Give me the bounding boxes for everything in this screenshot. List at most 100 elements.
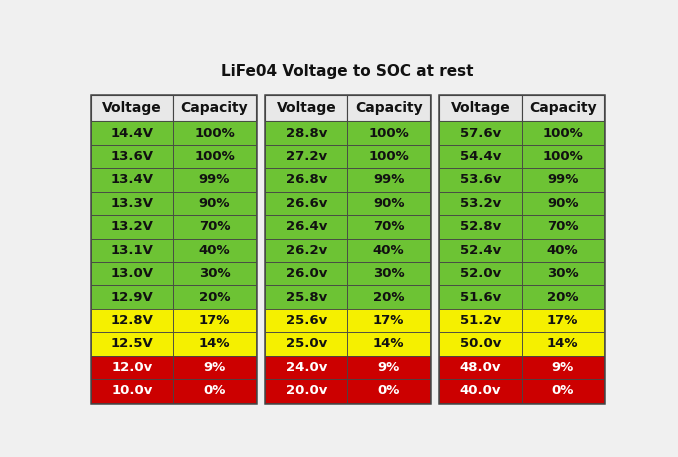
Text: 30%: 30% (199, 267, 231, 280)
Text: Capacity: Capacity (529, 101, 597, 115)
Text: 52.4v: 52.4v (460, 244, 501, 257)
Text: 9%: 9% (552, 361, 574, 374)
Bar (174, 309, 256, 332)
Text: 24.0v: 24.0v (285, 361, 327, 374)
Text: 90%: 90% (373, 197, 404, 210)
Text: 17%: 17% (547, 314, 578, 327)
Text: 25.8v: 25.8v (285, 291, 327, 303)
Bar (521, 96, 604, 122)
Text: 17%: 17% (373, 314, 404, 327)
Bar (348, 145, 430, 168)
Bar (439, 262, 521, 285)
Bar (91, 356, 174, 379)
Text: 40.0v: 40.0v (460, 384, 501, 397)
Text: 25.6v: 25.6v (285, 314, 327, 327)
Bar (521, 191, 604, 215)
Text: 54.4v: 54.4v (460, 150, 501, 163)
Bar (439, 379, 521, 403)
Bar (91, 96, 256, 403)
Text: Capacity: Capacity (355, 101, 422, 115)
Text: 20%: 20% (547, 291, 578, 303)
Text: 30%: 30% (373, 267, 405, 280)
Text: 57.6v: 57.6v (460, 127, 501, 140)
Text: 12.5V: 12.5V (111, 337, 154, 351)
Bar (91, 262, 174, 285)
Bar (348, 285, 430, 309)
Bar (174, 356, 256, 379)
Text: 12.0v: 12.0v (112, 361, 153, 374)
Bar (348, 356, 430, 379)
Text: 9%: 9% (378, 361, 400, 374)
Bar (439, 309, 521, 332)
Text: 20.0v: 20.0v (285, 384, 327, 397)
Bar (521, 356, 604, 379)
Text: 70%: 70% (547, 220, 578, 234)
Text: 100%: 100% (194, 150, 235, 163)
Bar (521, 285, 604, 309)
Bar (174, 379, 256, 403)
Text: 13.6V: 13.6V (111, 150, 154, 163)
Bar (265, 96, 430, 403)
Text: 14.4V: 14.4V (111, 127, 154, 140)
Text: 27.2v: 27.2v (285, 150, 327, 163)
Bar (265, 379, 348, 403)
Text: Voltage: Voltage (277, 101, 336, 115)
Text: 9%: 9% (203, 361, 226, 374)
Bar (174, 96, 256, 122)
Text: 99%: 99% (373, 174, 404, 186)
Text: 14%: 14% (373, 337, 404, 351)
Bar (348, 262, 430, 285)
Text: 51.6v: 51.6v (460, 291, 501, 303)
Bar (265, 96, 348, 122)
Text: 53.6v: 53.6v (460, 174, 501, 186)
Bar (521, 168, 604, 191)
Text: 26.6v: 26.6v (285, 197, 327, 210)
Text: 13.3V: 13.3V (111, 197, 154, 210)
Bar (439, 239, 521, 262)
Bar (348, 168, 430, 191)
Text: 13.1V: 13.1V (111, 244, 154, 257)
Text: 20%: 20% (373, 291, 404, 303)
Bar (521, 332, 604, 356)
Text: 52.0v: 52.0v (460, 267, 501, 280)
Text: 100%: 100% (368, 127, 409, 140)
Text: 30%: 30% (547, 267, 578, 280)
Bar (265, 309, 348, 332)
Bar (174, 145, 256, 168)
Bar (91, 215, 174, 239)
Text: 13.2V: 13.2V (111, 220, 154, 234)
Bar (265, 239, 348, 262)
Bar (91, 191, 174, 215)
Text: 10.0v: 10.0v (111, 384, 153, 397)
Text: 90%: 90% (547, 197, 578, 210)
Bar (174, 262, 256, 285)
Text: 13.0V: 13.0V (111, 267, 154, 280)
Text: 13.4V: 13.4V (111, 174, 154, 186)
Bar (91, 122, 174, 145)
Text: 12.8V: 12.8V (111, 314, 154, 327)
Text: 100%: 100% (542, 150, 583, 163)
Text: 70%: 70% (199, 220, 231, 234)
Bar (265, 168, 348, 191)
Text: 40%: 40% (547, 244, 578, 257)
Text: 26.4v: 26.4v (285, 220, 327, 234)
Text: 48.0v: 48.0v (460, 361, 501, 374)
Bar (91, 96, 174, 122)
Text: 100%: 100% (368, 150, 409, 163)
Bar (439, 215, 521, 239)
Bar (348, 215, 430, 239)
Text: 26.0v: 26.0v (285, 267, 327, 280)
Bar (439, 96, 521, 122)
Bar (91, 145, 174, 168)
Bar (91, 239, 174, 262)
Bar (91, 168, 174, 191)
Bar (521, 122, 604, 145)
Bar (521, 145, 604, 168)
Bar (265, 262, 348, 285)
Bar (439, 356, 521, 379)
Bar (348, 96, 430, 122)
Text: Voltage: Voltage (102, 101, 162, 115)
Bar (439, 145, 521, 168)
Bar (348, 309, 430, 332)
Text: Capacity: Capacity (181, 101, 248, 115)
